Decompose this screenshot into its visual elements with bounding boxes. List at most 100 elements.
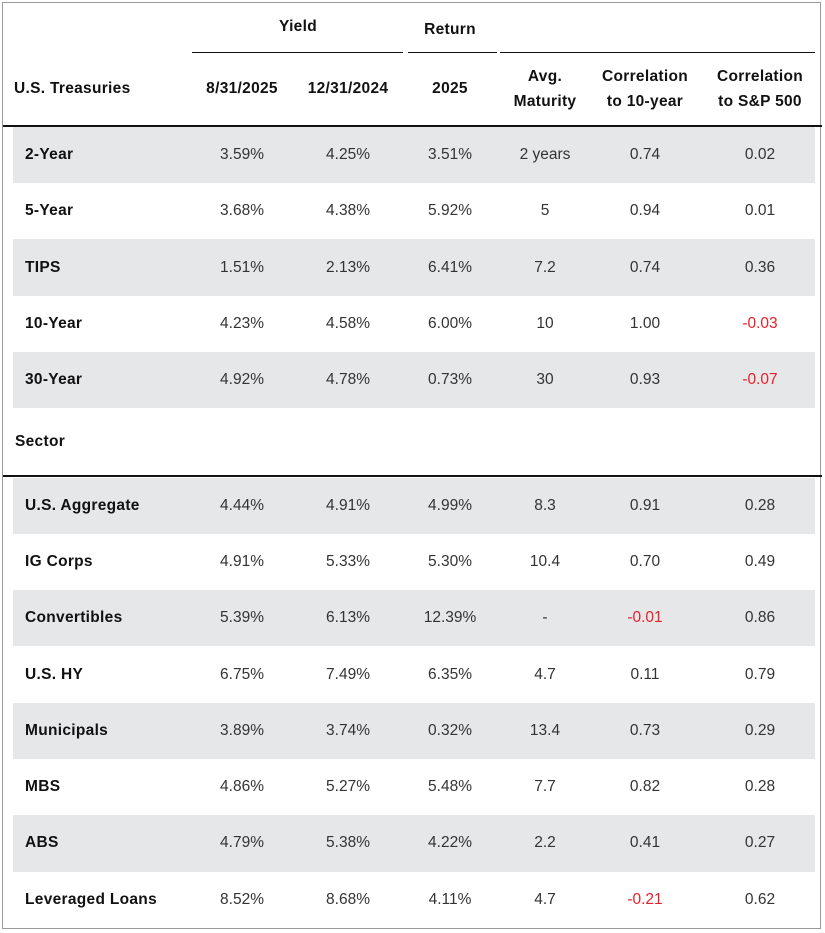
cell-value: -0.21 (627, 890, 663, 908)
column-header: 2025 (432, 80, 468, 97)
cell-value: 7.49% (326, 665, 370, 683)
cell-value: 5.48% (428, 778, 472, 796)
cell-value: 3.68% (220, 202, 264, 220)
cell-value: 1.00 (629, 314, 661, 332)
row-label: 2-Year (25, 146, 74, 164)
cell-value: 0.32% (428, 721, 472, 739)
cell-value: 13.4 (529, 721, 561, 739)
section-rule (3, 125, 822, 127)
row-label: Municipals (25, 721, 109, 739)
cell-value: 0.01 (744, 202, 776, 220)
cell-value: 5.92% (428, 202, 472, 220)
cell-value: 4.99% (428, 496, 472, 514)
cell-value: 0.70 (629, 552, 661, 570)
cell-value: 7.2 (534, 258, 556, 276)
row-label: 30-Year (25, 370, 83, 388)
cell-value: 8.3 (534, 496, 556, 514)
cell-value: 3.89% (220, 721, 264, 739)
cell-value: 4.11% (428, 890, 472, 908)
cell-value: 8.52% (220, 890, 264, 908)
column-header: to 10-year (606, 93, 684, 110)
row-band (13, 351, 815, 408)
cell-value: 3.74% (326, 721, 370, 739)
cell-value: 4.38% (326, 202, 370, 220)
cell-value: 3.59% (220, 146, 264, 164)
column-header: 8/31/2025 (206, 80, 278, 97)
group-header: Return (424, 21, 476, 38)
cell-value: 6.41% (428, 258, 472, 276)
cell-value: 5.30% (428, 552, 472, 570)
cell-value: -0.03 (742, 314, 778, 332)
cell-value: 4.7 (534, 890, 556, 908)
row-label: ABS (25, 834, 59, 852)
cell-value: 4.23% (220, 314, 264, 332)
cell-value: 2.2 (534, 834, 556, 852)
cell-value: - (542, 609, 548, 627)
cell-value: 0.29 (744, 721, 776, 739)
row-label: U.S. HY (25, 665, 84, 683)
row-label: IG Corps (25, 552, 93, 570)
cell-value: 6.75% (220, 665, 264, 683)
cell-value: 4.79% (220, 834, 264, 852)
cell-value: 0.91 (629, 496, 661, 514)
row-label: Convertibles (25, 609, 123, 627)
row-band (13, 702, 815, 759)
column-header: Correlation (602, 68, 688, 85)
row-label: 5-Year (25, 202, 74, 220)
row-label: Leveraged Loans (25, 890, 157, 908)
cell-value: 4.58% (326, 314, 370, 332)
cell-value: 0.02 (744, 146, 776, 164)
cell-value: 4.44% (220, 496, 264, 514)
cell-value: 4.92% (220, 370, 264, 388)
column-header: Correlation (717, 68, 803, 85)
cell-value: 5.27% (326, 778, 370, 796)
row-band (13, 477, 815, 534)
column-header: Maturity (513, 93, 577, 110)
cell-value: 12.39% (423, 609, 477, 627)
cell-value: 4.91% (326, 496, 370, 514)
row-band (13, 127, 815, 184)
cell-value: 6.13% (326, 609, 370, 627)
cell-value: 3.51% (428, 146, 472, 164)
cell-value: 7.7 (534, 778, 556, 796)
cell-value: 0.62 (744, 890, 776, 908)
cell-value: 10.4 (529, 552, 561, 570)
group-rule (500, 52, 815, 53)
cell-value: 0.28 (744, 496, 776, 514)
cell-value: 2.13% (326, 258, 370, 276)
cell-value: 5.38% (326, 834, 370, 852)
cell-value: 1.51% (220, 258, 264, 276)
group-rule (192, 52, 403, 53)
cell-value: -0.01 (627, 609, 663, 627)
cell-value: 0.74 (629, 258, 661, 276)
row-band (13, 239, 815, 296)
cell-value: 0.49 (744, 552, 776, 570)
column-header: 12/31/2024 (307, 80, 389, 97)
row-band (13, 590, 815, 647)
cell-value: 0.36 (744, 258, 776, 276)
cell-value: 0.27 (744, 834, 776, 852)
section-title: Sector (15, 433, 66, 450)
row-label: MBS (25, 778, 61, 796)
cell-value: 2 years (519, 146, 571, 164)
cell-value: 4.22% (428, 834, 472, 852)
cell-value: 4.91% (220, 552, 264, 570)
cell-value: 5.39% (220, 609, 264, 627)
column-header: Avg. (527, 68, 563, 85)
cell-value: 4.7 (534, 665, 556, 683)
cell-value: 0.74 (629, 146, 661, 164)
row-label: 10-Year (25, 314, 83, 332)
cell-value: 6.00% (428, 314, 472, 332)
cell-value: 6.35% (428, 665, 472, 683)
cell-value: 0.73% (428, 370, 472, 388)
cell-value: 0.28 (744, 778, 776, 796)
cell-value: 4.86% (220, 778, 264, 796)
cell-value: 0.41 (629, 834, 661, 852)
cell-value: 0.82 (629, 778, 661, 796)
cell-value: 30 (536, 370, 554, 388)
row-band (13, 815, 815, 872)
row-label: TIPS (25, 258, 61, 276)
row-label: U.S. Aggregate (25, 496, 140, 514)
section-title: U.S. Treasuries (14, 80, 131, 97)
